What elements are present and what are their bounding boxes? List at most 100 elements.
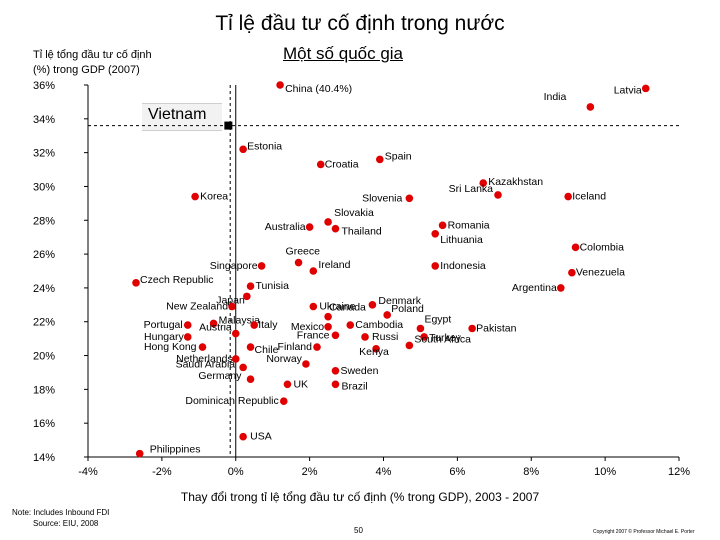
- data-label: USA: [250, 431, 272, 443]
- data-point: [283, 380, 292, 389]
- data-point: [586, 103, 595, 111]
- data-point: [313, 343, 321, 351]
- data-point: [250, 321, 259, 329]
- data-label: Germany: [198, 370, 242, 382]
- y-tick-label: 14%: [33, 452, 55, 464]
- data-point: [368, 301, 377, 309]
- data-point: [376, 155, 384, 164]
- y-axis-label-line-2: (%) trong GDP (2007): [33, 64, 140, 76]
- y-tick-label: 22%: [33, 317, 55, 329]
- data-point: [331, 366, 340, 375]
- data-point: [346, 321, 355, 329]
- data-label: Sri Lanka: [449, 183, 494, 195]
- data-point: [191, 192, 199, 201]
- data-point: [431, 230, 440, 238]
- chart-title: Tỉ lệ đầu tư cố định trong nước: [215, 12, 505, 35]
- data-label: Australia: [265, 221, 306, 233]
- data-point: [383, 311, 391, 319]
- data-point: [246, 343, 255, 351]
- x-tick-label: -2%: [152, 466, 172, 478]
- data-point: [231, 355, 240, 363]
- data-point: [228, 302, 236, 311]
- x-tick-label: 10%: [594, 466, 616, 478]
- data-label: Cambodia: [355, 319, 403, 331]
- data-label: Egypt: [424, 313, 451, 325]
- data-point: [479, 179, 488, 187]
- data-point: [405, 341, 414, 350]
- data-point: [309, 267, 318, 275]
- data-label: Ireland: [318, 259, 350, 271]
- data-label: Argentina: [512, 282, 557, 294]
- x-tick-label: 0%: [228, 466, 244, 478]
- x-axis-label: Thay đổi trong tỉ lệ tổng đầu tư cố định…: [180, 490, 540, 504]
- data-point: [331, 331, 340, 340]
- data-label: Estonia: [247, 140, 282, 152]
- y-tick-label: 34%: [33, 114, 55, 126]
- data-point: [361, 333, 369, 341]
- data-point: [183, 321, 192, 329]
- data-label: Poland: [391, 303, 424, 315]
- data-point: [198, 343, 207, 351]
- y-tick-label: 16%: [33, 418, 55, 430]
- data-point: [416, 324, 425, 333]
- data-point: [279, 397, 288, 406]
- data-point: [568, 268, 576, 277]
- data-label: Finland: [278, 341, 313, 353]
- data-label: Philippines: [150, 444, 201, 456]
- data-point: [431, 262, 440, 270]
- x-tick-label: 4%: [376, 466, 392, 478]
- data-point: [183, 333, 192, 341]
- data-point: [316, 160, 325, 169]
- y-tick-label: 30%: [33, 181, 55, 193]
- data-point: [494, 191, 502, 199]
- data-label: France: [297, 329, 330, 341]
- data-label: Croatia: [325, 158, 359, 170]
- chart-subtitle: Một số quốc gia: [283, 44, 404, 63]
- data-label: Slovakia: [334, 207, 374, 219]
- vietnam-highlight-box: [142, 103, 222, 131]
- data-point: [309, 302, 318, 311]
- data-label: Iceland: [572, 191, 606, 203]
- y-tick-label: 28%: [33, 215, 55, 227]
- y-tick-label: 36%: [33, 80, 55, 92]
- data-label: UK: [293, 378, 308, 390]
- data-point: [246, 282, 255, 291]
- data-point: [468, 324, 476, 333]
- data-label: Lithuania: [440, 234, 483, 246]
- data-label: Dominican Republic: [185, 395, 278, 407]
- data-label: Turkey: [429, 332, 461, 344]
- y-tick-label: 18%: [33, 384, 55, 396]
- data-point: [294, 258, 303, 267]
- data-label: Spain: [385, 150, 412, 162]
- data-point: [420, 333, 428, 341]
- data-label: Slovenia: [362, 192, 402, 204]
- x-tick-label: 6%: [449, 466, 465, 478]
- x-tick-label: 2%: [302, 466, 318, 478]
- copyright: Copyright 2007 © Professor Michael E. Po…: [593, 529, 695, 535]
- y-tick-label: 26%: [33, 249, 55, 261]
- data-label: Netherlands: [176, 353, 233, 365]
- data-label: Latvia: [614, 84, 642, 96]
- data-point: [571, 243, 580, 252]
- data-point: [239, 145, 247, 154]
- data-label: Portugal: [144, 319, 183, 331]
- data-point: [331, 380, 340, 389]
- data-point: [564, 192, 572, 201]
- data-label: Mexico: [291, 321, 324, 333]
- data-label: Saudi Arabia: [176, 358, 236, 370]
- data-point: [641, 84, 650, 93]
- source-note: Source: EIU, 2008: [33, 519, 99, 528]
- data-point: [324, 312, 332, 321]
- data-label: Czech Republic: [140, 274, 214, 286]
- data-label: Austria: [199, 322, 232, 334]
- data-label: Indonesia: [440, 260, 486, 272]
- page-number: 50: [354, 526, 363, 535]
- data-point: [302, 360, 310, 368]
- data-point: [324, 218, 332, 226]
- data-point: [438, 221, 447, 230]
- data-label: Chile: [255, 344, 279, 356]
- data-label: Romania: [448, 219, 490, 231]
- y-tick-label: 20%: [33, 351, 55, 363]
- data-label: Kenya: [359, 346, 389, 358]
